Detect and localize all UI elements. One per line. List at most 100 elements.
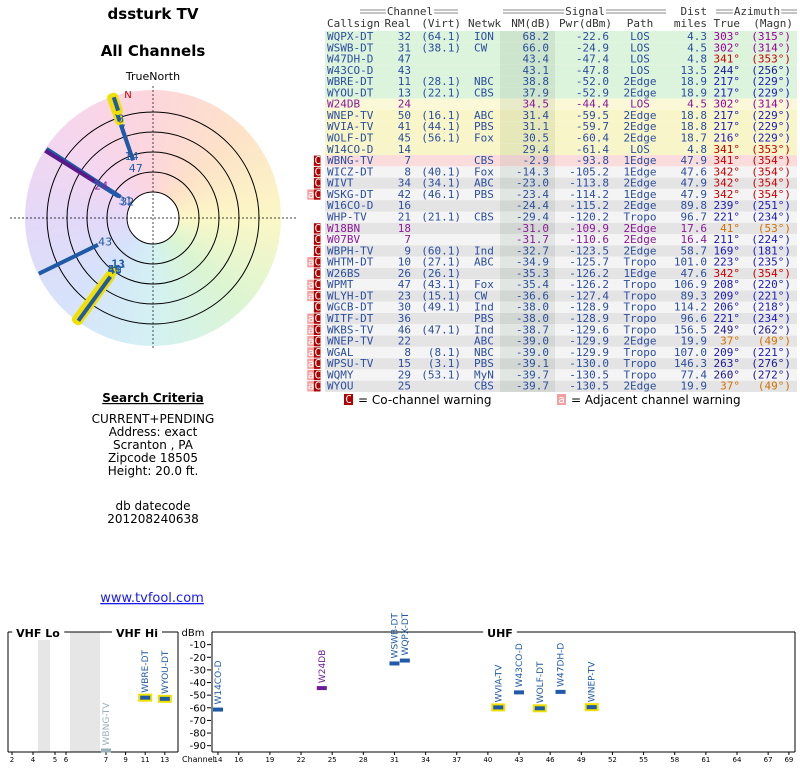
signal-bar xyxy=(399,658,410,663)
table-cell: 221° xyxy=(714,312,741,325)
warning-box xyxy=(313,245,321,257)
y-tick-label: -90 xyxy=(190,741,206,752)
nm-column-shade xyxy=(500,132,555,144)
nm-column-shade xyxy=(500,155,555,167)
table-cell: (354°) xyxy=(751,177,791,190)
table-cell: 4.8 xyxy=(687,53,707,66)
table-cell: 24 xyxy=(398,98,412,111)
table-cell: WLYH-DT xyxy=(327,289,374,302)
row-bg xyxy=(325,380,797,392)
row-bg xyxy=(325,267,797,280)
warning-box xyxy=(313,178,321,189)
table-cell: 45 xyxy=(398,132,411,145)
table-cell: 302° xyxy=(714,41,741,54)
warning-box xyxy=(313,223,321,234)
table-cell: -105.2 xyxy=(569,165,609,178)
table-cell: (60.1) xyxy=(421,244,461,257)
table-cell: (315°) xyxy=(751,30,791,43)
site-link[interactable]: www.tvfool.com xyxy=(100,591,204,606)
warning-flag: C xyxy=(314,222,321,235)
table-cell: 2Edge xyxy=(623,177,656,190)
warning-flag: aC xyxy=(308,323,321,336)
table-cell: 21 xyxy=(398,210,411,223)
x-tick-label: 61 xyxy=(701,756,710,764)
table-cell: W18BN xyxy=(327,222,360,235)
table-cell: PBS xyxy=(474,357,494,370)
table-cell: -110.6 xyxy=(569,233,609,246)
table-cell: ABC xyxy=(474,177,494,190)
table-cell: 217° xyxy=(714,75,741,88)
nm-column-shade xyxy=(500,109,555,122)
table-cell: (262°) xyxy=(751,323,791,336)
group-header: Azimuth xyxy=(734,5,780,18)
table-cell: 2Edge xyxy=(623,120,656,133)
table-cell: 342° xyxy=(714,165,741,178)
table-cell: 66.0 xyxy=(523,41,550,54)
table-cell: -23.4 xyxy=(516,188,549,201)
table-cell: (234°) xyxy=(751,210,791,223)
band-shade xyxy=(70,632,100,752)
warning-box xyxy=(313,313,321,324)
warning-box xyxy=(313,324,321,336)
table-cell: -44.4 xyxy=(576,98,609,111)
table-cell: WVIA-TV xyxy=(327,120,374,133)
nm-column-shade xyxy=(500,245,555,257)
table-cell: 19.9 xyxy=(681,380,708,393)
table-cell: (46.1) xyxy=(421,188,461,201)
table-cell: 14 xyxy=(398,143,412,156)
table-cell: 260° xyxy=(714,368,741,381)
column-header: Netwk xyxy=(468,17,501,30)
warning-flag: aC xyxy=(308,346,321,359)
table-cell: 36 xyxy=(398,312,411,325)
warning-box xyxy=(313,268,321,279)
row-bg xyxy=(325,121,797,133)
row-bg xyxy=(325,301,797,313)
x-tick-label: 43 xyxy=(515,756,524,764)
table-cell: 303° xyxy=(714,30,741,43)
table-cell: 114.2 xyxy=(674,301,707,314)
table-cell: 4.5 xyxy=(687,98,707,111)
table-cell: 217° xyxy=(714,86,741,99)
table-cell: Ind xyxy=(474,244,494,257)
table-cell: (44.1) xyxy=(421,120,461,133)
table-cell: 29.4 xyxy=(523,143,550,156)
table-cell: 206° xyxy=(714,301,741,314)
north-marker: N xyxy=(124,90,131,101)
nm-column-shade xyxy=(500,267,555,280)
table-cell: LOS xyxy=(630,30,650,43)
table-cell: 2Edge xyxy=(623,132,656,145)
bar-label: WQPX-DT xyxy=(401,612,411,655)
x-tick-label: 64 xyxy=(733,756,742,764)
table-cell: 47.9 xyxy=(681,188,708,201)
legend-swatch xyxy=(557,394,566,405)
table-cell: 1Edge xyxy=(623,188,656,201)
table-cell: 26 xyxy=(398,267,411,280)
table-cell: -109.9 xyxy=(569,222,609,235)
table-cell: -47.4 xyxy=(576,53,609,66)
table-cell: W26BS xyxy=(327,267,360,280)
table-cell: 1Edge xyxy=(623,267,656,280)
table-cell: (276°) xyxy=(751,357,791,370)
table-cell: -60.4 xyxy=(576,132,609,145)
table-cell: MyN xyxy=(474,368,494,381)
table-cell: Tropo xyxy=(623,278,656,291)
table-cell: WPSU-TV xyxy=(327,357,374,370)
ray-channel-label: 43 xyxy=(98,235,112,248)
datecode-label: db datecode xyxy=(115,499,190,513)
table-cell: (3.1) xyxy=(428,357,461,370)
table-cell: 37° xyxy=(720,335,740,348)
warning-box xyxy=(307,313,314,324)
x-tick-label: 16 xyxy=(234,756,243,764)
nm-column-shade xyxy=(500,380,555,392)
table-cell: -123.5 xyxy=(569,244,609,257)
table-cell: W16CO-D xyxy=(327,199,373,212)
ray-channel-label: 31 xyxy=(118,195,132,208)
table-cell: (21.1) xyxy=(421,210,461,223)
table-cell: (251°) xyxy=(751,199,791,212)
nm-column-shade xyxy=(500,313,555,325)
group-header-bg xyxy=(564,5,606,18)
table-cell: Tropo xyxy=(623,323,656,336)
table-cell: 2Edge xyxy=(623,199,656,212)
table-cell: -59.7 xyxy=(576,120,609,133)
search-line: CURRENT+PENDING xyxy=(92,412,215,426)
